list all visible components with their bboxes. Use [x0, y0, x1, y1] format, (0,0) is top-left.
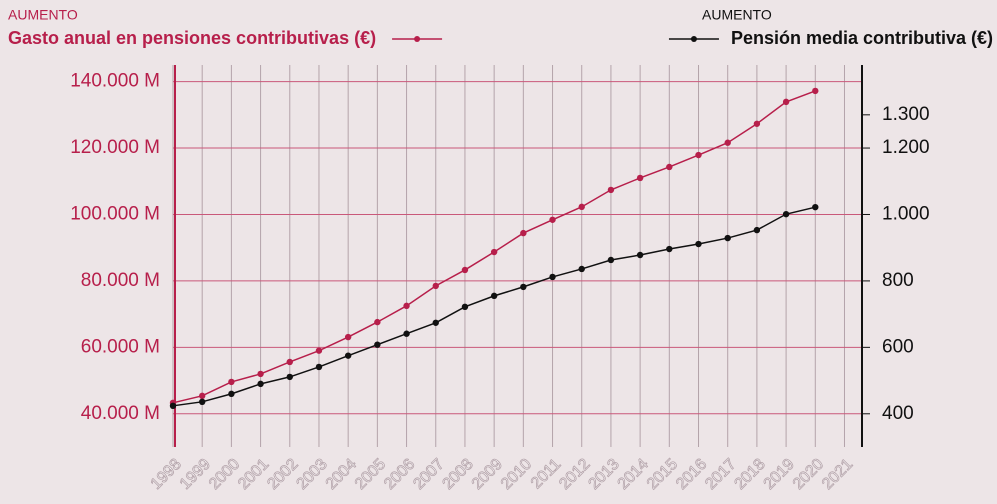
x-tick-label: 2013	[586, 456, 623, 493]
data-point	[344, 352, 352, 359]
data-point	[432, 282, 439, 290]
x-tick-label: 2003	[294, 456, 331, 493]
x-tick-label: 2009	[469, 456, 506, 493]
y-tick-label: 140.000 M	[70, 71, 160, 92]
x-tick-label: 2019	[761, 456, 798, 493]
x-tick-label: 2020	[790, 456, 827, 493]
data-point	[315, 363, 323, 371]
x-tick-label: 2011	[528, 456, 564, 492]
x-tick-label: 2006	[381, 456, 418, 493]
x-tick-label: 2007	[410, 456, 447, 493]
data-point	[286, 358, 293, 366]
data-point	[782, 98, 790, 106]
data-point	[578, 265, 585, 273]
data-point	[403, 330, 410, 337]
x-tick-label: 2001	[235, 456, 272, 493]
data-point	[812, 87, 819, 95]
x-tick-label: 2004	[323, 456, 360, 493]
data-point	[461, 303, 469, 311]
legend-label: Pensión media contributiva (€)	[731, 28, 993, 48]
data-point	[695, 151, 702, 159]
data-point	[724, 234, 731, 242]
data-point	[257, 380, 264, 388]
y2-tick-label: 1.200	[882, 137, 930, 158]
data-point	[403, 302, 410, 310]
data-point	[607, 256, 615, 264]
y2-tick-label: 1.000	[882, 203, 930, 224]
data-point	[724, 139, 731, 146]
data-point	[782, 210, 790, 218]
data-point	[374, 341, 381, 348]
x-tick-label: 2008	[440, 456, 477, 493]
y2-tick-label: 600	[882, 336, 914, 357]
data-point	[490, 248, 498, 256]
data-point	[228, 390, 235, 398]
data-point	[636, 251, 644, 259]
data-point	[666, 163, 673, 171]
legend-swatch-dot	[414, 36, 421, 42]
data-point	[549, 216, 556, 223]
legend-label: Gasto anual en pensiones contributivas (…	[8, 28, 376, 48]
data-point	[461, 266, 469, 274]
y-tick-label: 60.000 M	[81, 336, 160, 357]
data-point	[257, 370, 264, 378]
x-tick-label: 2021	[819, 456, 856, 493]
x-tick-label: 2005	[352, 456, 389, 493]
data-point	[228, 378, 235, 386]
data-point	[490, 292, 498, 300]
x-tick-label: 2015	[644, 456, 681, 493]
x-tick-label: 1998	[148, 456, 185, 493]
data-point	[812, 203, 819, 211]
y2-tick-label: 800	[882, 270, 914, 291]
legend-swatch-dot	[690, 36, 697, 42]
data-point	[666, 245, 673, 253]
data-point	[636, 174, 644, 182]
data-point	[344, 333, 352, 341]
legend-caption: AUMENTO	[8, 7, 78, 23]
data-point	[753, 120, 761, 127]
y-tick-label: 100.000 M	[70, 203, 160, 224]
y-tick-label: 80.000 M	[81, 270, 160, 291]
legend-caption: AUMENTO	[702, 7, 772, 23]
y-tick-label: 40.000 M	[81, 403, 160, 424]
data-point	[578, 203, 585, 211]
data-point	[695, 240, 702, 248]
y2-tick-label: 1.300	[882, 104, 930, 125]
x-tick-label: 2002	[264, 456, 301, 493]
data-point	[607, 186, 615, 194]
data-point	[169, 402, 177, 410]
data-point	[753, 226, 761, 234]
data-point	[198, 392, 206, 400]
x-tick-label: 2000	[206, 456, 243, 493]
data-point	[432, 319, 439, 326]
x-tick-label: 1999	[177, 456, 214, 493]
data-point	[315, 347, 323, 354]
x-tick-label: 2018	[732, 456, 769, 493]
data-point	[198, 398, 206, 406]
x-tick-label: 2016	[673, 456, 710, 493]
x-tick-label: 2010	[498, 456, 535, 493]
data-point	[520, 229, 527, 237]
data-point	[286, 373, 293, 381]
data-point	[374, 318, 381, 326]
data-point	[520, 283, 527, 291]
x-tick-label: 2012	[556, 456, 593, 493]
x-tick-label: 2017	[702, 456, 739, 493]
y2-tick-label: 400	[882, 403, 914, 424]
y-tick-label: 120.000 M	[70, 137, 160, 158]
x-tick-label: 2014	[615, 456, 652, 493]
data-point	[549, 273, 556, 281]
